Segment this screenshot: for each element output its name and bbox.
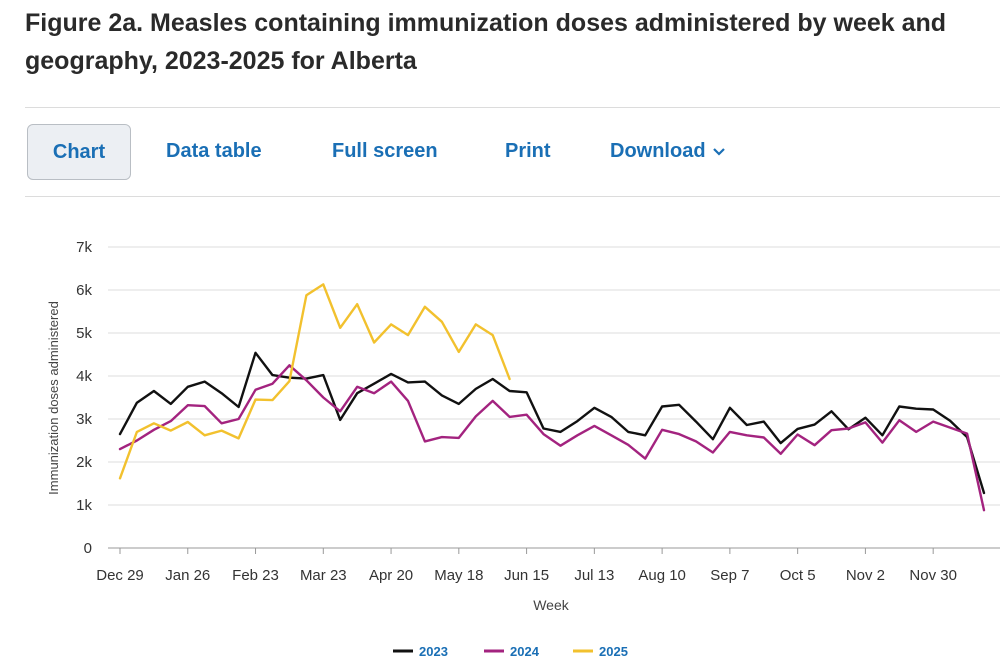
y-tick-label: 1k [76,497,92,514]
x-tick-label: Apr 20 [369,567,413,584]
x-tick-label: Sep 7 [710,567,749,584]
y-tick-label: 5k [76,325,92,342]
y-tick-label: 4k [76,368,92,385]
title-divider [25,107,1000,108]
y-tick-label: 3k [76,411,92,428]
x-tick-label: Oct 5 [780,567,816,584]
series-line-2024[interactable] [118,364,986,512]
y-axis-label: Immunization doses administered [46,301,61,495]
x-tick-label: Nov 2 [846,567,885,584]
y-tick-label: 0 [84,540,92,557]
chevron-down-icon [712,147,725,156]
x-tick-label: May 18 [434,567,483,584]
x-tick-label: Aug 10 [638,567,686,584]
tab-chart[interactable]: Chart [27,124,131,180]
legend-item-2025[interactable]: 2025 [599,644,628,659]
page-title: Figure 2a. Measles containing immunizati… [25,9,947,75]
x-axis-ticks: Dec 29 Jan 26 Feb 23 Mar 23 Apr 20 May 18 Jun … [96,548,957,584]
series-line-2025[interactable] [118,283,511,480]
y-tick-label: 7k [76,239,92,256]
legend-item-2023[interactable]: 2023 [419,644,448,659]
x-tick-label: Feb 23 [232,567,279,584]
x-tick-label: Nov 30 [909,567,957,584]
chart-legend: 2023 2024 2025 [393,644,628,659]
x-tick-label: Jun 15 [504,567,549,584]
chart-gridlines [108,246,1000,549]
tab-download[interactable]: Download [610,124,726,178]
x-tick-label: Jul 13 [574,567,614,584]
x-tick-label: Mar 23 [300,567,347,584]
x-tick-label: Dec 29 [96,567,144,584]
y-tick-label: 6k [76,282,92,299]
series-line-2023[interactable] [118,351,986,495]
tab-print[interactable]: Print [505,140,551,162]
legend-item-2024[interactable]: 2024 [510,644,540,659]
toolbar-divider [25,196,1000,197]
x-tick-label: Jan 26 [165,567,210,584]
chart-series [118,283,986,512]
tab-data-table[interactable]: Data table [166,140,262,162]
y-axis-ticks: 0 1k 2k 3k 4k 5k 6k 7k [76,239,92,557]
x-axis-label: Week [533,597,570,613]
tab-full-screen[interactable]: Full screen [332,140,438,162]
y-tick-label: 2k [76,454,92,471]
download-label: Download [610,140,706,162]
